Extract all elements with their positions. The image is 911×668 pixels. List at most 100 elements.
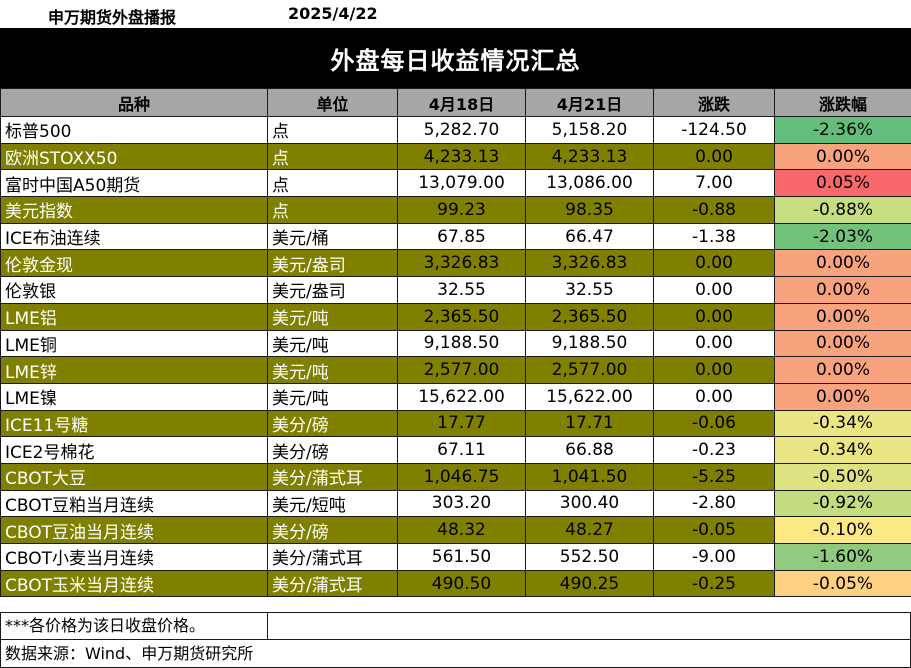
table-row: CBOT豆粕当月连续 美元/短吨 303.20 300.40 -2.80 -0.92%: [0, 489, 911, 518]
instrument-name: ICE11号糖: [0, 409, 268, 438]
price-apr21: 490.25: [525, 569, 654, 598]
instrument-name: LME镍: [0, 382, 268, 411]
price-apr18: 67.85: [397, 222, 526, 251]
table-row: 美元指数点 99.23 98.35 -0.88 -0.88%: [0, 196, 911, 224]
unit: 美分/磅: [267, 436, 398, 464]
change: 0.00: [653, 249, 775, 278]
table-row: LME镍 美元/吨 15,622.00 15,622.00 0.00 0.00%: [0, 382, 911, 411]
change: -124.50: [653, 116, 775, 144]
table-body: 标普500 点 5,282.70 5,158.20 -124.50 -2.36% 欧洲STO…: [0, 116, 911, 598]
instrument-name: 富时中国A50期货: [0, 169, 268, 198]
change: -0.25: [653, 569, 775, 598]
change-pct: 0.00%: [774, 329, 911, 358]
price-apr18: 4,233.13: [397, 142, 526, 171]
table-row: CBOT小麦当月连续 美分/蒲式耳 561.50 552.50 -9.00 -1.60%: [0, 543, 911, 571]
price-apr21: 552.50: [525, 543, 654, 571]
change: 0.00: [653, 142, 775, 171]
table-row: LME锌 美元/吨 2,577.00 2,577.00 0.00 0.00%: [0, 356, 911, 384]
price-apr18: 1,046.75: [397, 462, 526, 491]
instrument-name: LME铜: [0, 329, 268, 358]
change-pct: -0.05%: [774, 569, 911, 598]
unit: 美元/桶: [267, 222, 398, 251]
price-apr18: 303.20: [397, 489, 526, 518]
change-pct: -2.36%: [774, 116, 911, 144]
price-apr18: 3,326.83: [397, 249, 526, 278]
price-table: 品种 单位 4月18日 4月21日 涨跌 涨跌幅 标普500 点 5,282.70 5…: [0, 88, 911, 598]
price-apr18: 48.32: [397, 516, 526, 544]
unit: 点: [267, 116, 398, 144]
price-apr21: 5,158.20: [525, 116, 654, 144]
org-name: 申万期货外盘播报: [48, 8, 177, 27]
price-apr21: 66.88: [525, 436, 654, 464]
col-header-change-pct: 涨跌幅: [774, 88, 911, 117]
price-apr21: 2,365.50: [525, 302, 654, 331]
unit: 美元/吨: [267, 382, 398, 411]
instrument-name: 美元指数: [0, 196, 268, 224]
price-apr18: 13,079.00: [397, 169, 526, 198]
instrument-name: 伦敦金现: [0, 249, 268, 278]
table-row: CBOT玉米当月连续 美分/蒲式耳 490.50 490.25 -0.25 -0.05%: [0, 569, 911, 598]
price-apr21: 32.55: [525, 276, 654, 304]
price-apr21: 3,326.83: [525, 249, 654, 278]
change: -2.80: [653, 489, 775, 518]
price-apr21: 98.35: [525, 196, 654, 224]
price-apr21: 2,577.00: [525, 356, 654, 384]
change-pct: 0.00%: [774, 302, 911, 331]
change-pct: -0.50%: [774, 462, 911, 491]
change-pct: -1.60%: [774, 543, 911, 571]
instrument-name: 欧洲STOXX50: [0, 142, 268, 171]
unit: 美分/蒲式耳: [267, 569, 398, 598]
table-row: 标普500 点 5,282.70 5,158.20 -124.50 -2.36%: [0, 116, 911, 144]
change-pct: -0.10%: [774, 516, 911, 544]
unit: 美分/磅: [267, 409, 398, 438]
change: 0.00: [653, 382, 775, 411]
change: -5.25: [653, 462, 775, 491]
price-apr18: 561.50: [397, 543, 526, 571]
change: -9.00: [653, 543, 775, 571]
instrument-name: 伦敦银: [0, 276, 268, 304]
report-title: 外盘每日收益情况汇总: [330, 46, 581, 75]
unit: 美元/盎司: [267, 276, 398, 304]
instrument-name: ICE2号棉花: [0, 436, 268, 464]
change: -1.38: [653, 222, 775, 251]
change-pct: -0.92%: [774, 489, 911, 518]
table-row: 富时中国A50期货点 13,079.00 13,086.00 7.00 0.05%: [0, 169, 911, 198]
change-pct: -0.88%: [774, 196, 911, 224]
price-apr21: 300.40: [525, 489, 654, 518]
header-row: 品种 单位 4月18日 4月21日 涨跌 涨跌幅: [0, 88, 911, 117]
col-header-date2: 4月21日: [525, 88, 654, 117]
instrument-name: ICE布油连续: [0, 222, 268, 251]
unit: 美元/短吨: [267, 489, 398, 518]
change: 0.00: [653, 276, 775, 304]
instrument-name: CBOT玉米当月连续: [0, 569, 268, 598]
change: 0.00: [653, 329, 775, 358]
col-header-date1: 4月18日: [397, 88, 526, 117]
change-pct: 0.00%: [774, 249, 911, 278]
price-apr18: 99.23: [397, 196, 526, 224]
top-bar: 申万期货外盘播报 2025/4/22: [0, 0, 911, 28]
price-apr21: 9,188.50: [525, 329, 654, 358]
change-pct: 0.05%: [774, 169, 911, 198]
title-banner: 外盘每日收益情况汇总: [0, 28, 911, 88]
instrument-name: LME铝: [0, 302, 268, 331]
unit: 点: [267, 142, 398, 171]
change: -0.06: [653, 409, 775, 438]
unit: 美分/蒲式耳: [267, 543, 398, 571]
instrument-name: CBOT小麦当月连续: [0, 543, 268, 571]
table-row: LME铜 美元/吨 9,188.50 9,188.50 0.00 0.00%: [0, 329, 911, 358]
table-row: ICE2号棉花 美分/磅 67.11 66.88 -0.23 -0.34%: [0, 436, 911, 464]
change: 0.00: [653, 356, 775, 384]
footer-note: ***各价格为该日收盘价格。: [1, 613, 268, 639]
change: -0.05: [653, 516, 775, 544]
footer-source: 数据来源：Wind、申万期货研究所: [0, 639, 911, 668]
price-apr21: 13,086.00: [525, 169, 654, 198]
price-apr18: 32.55: [397, 276, 526, 304]
unit: 美分/蒲式耳: [267, 462, 398, 491]
table-row: ICE布油连续 美元/桶 67.85 66.47 -1.38 -2.03%: [0, 222, 911, 251]
price-apr21: 17.71: [525, 409, 654, 438]
price-apr18: 67.11: [397, 436, 526, 464]
table-row: 欧洲STOXX50 点 4,233.13 4,233.13 0.00 0.00%: [0, 142, 911, 171]
instrument-name: LME锌: [0, 356, 268, 384]
change: 0.00: [653, 302, 775, 331]
